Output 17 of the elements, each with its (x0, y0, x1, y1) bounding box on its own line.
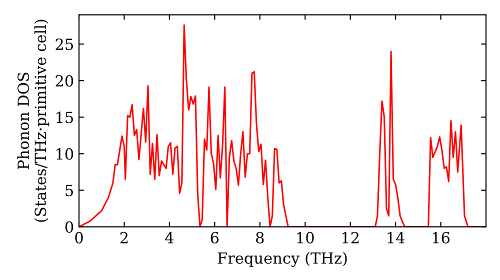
y-tick-label: 15 (56, 112, 73, 124)
x-axis-title: Frequency (THz) (218, 252, 347, 268)
y-tick-label: 0 (65, 221, 74, 233)
y-tick-label: 5 (66, 184, 73, 196)
y-tick-label: 10 (56, 148, 74, 160)
x-tick-label: 6 (210, 232, 219, 244)
x-tick-label: 2 (120, 232, 128, 244)
x-tick-label: 16 (432, 232, 450, 244)
x-tick-label: 4 (165, 232, 174, 244)
x-tick-label: 14 (388, 232, 405, 244)
y-tick-label: 25 (56, 38, 73, 50)
y-tick-label: 20 (56, 75, 74, 87)
x-tick-label: 8 (256, 232, 264, 244)
x-tick-label: 10 (297, 232, 314, 244)
x-tick-label: 0 (75, 232, 83, 244)
y-axis-title: Phonon DOS (States/THz·primitive cell) (17, 20, 50, 222)
x-tick-label: 12 (342, 232, 359, 244)
